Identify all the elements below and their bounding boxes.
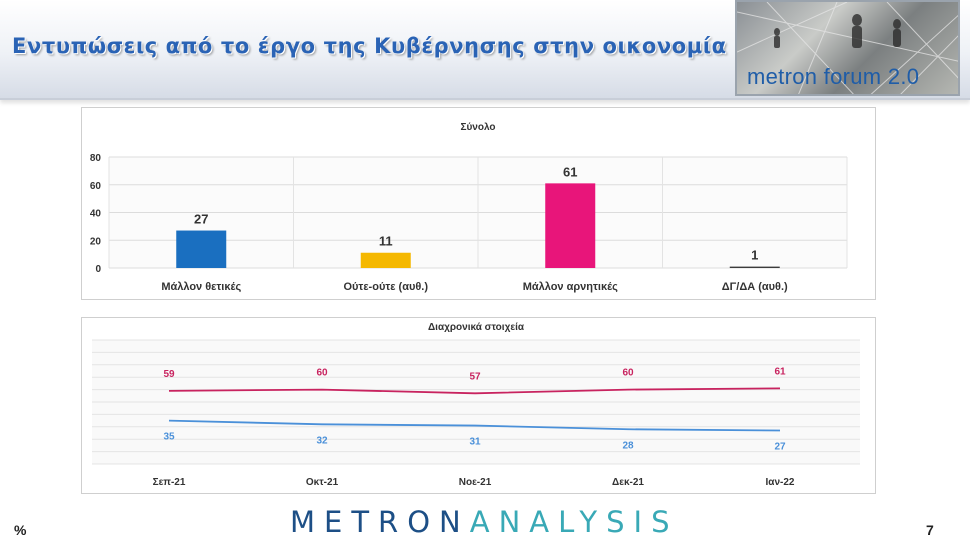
data-label: 35 bbox=[163, 432, 175, 443]
data-label: 28 bbox=[622, 440, 634, 451]
bar-4 bbox=[729, 266, 780, 268]
category-label: Δεκ-21 bbox=[612, 477, 644, 488]
bar-chart-panel: Σύνολο 0 20 40 60 80 27 Μάλλον θετικές 11 Ούτε-ού… bbox=[81, 107, 876, 300]
data-label: 27 bbox=[194, 212, 208, 227]
category-label: Νοε-21 bbox=[459, 477, 492, 488]
category-label: ΔΓ/ΔΑ (αυθ.) bbox=[722, 281, 788, 293]
chart-title: Σύνολο bbox=[460, 122, 495, 133]
line-chart: Διαχρονικά στοιχεία 59 60 57 60 61 35 32 31 28 27 Σ… bbox=[92, 322, 860, 488]
y-tick-label: 60 bbox=[90, 181, 102, 192]
category-label: Μάλλον αρνητικές bbox=[523, 281, 618, 293]
data-label: 31 bbox=[469, 437, 481, 448]
data-label: 59 bbox=[163, 369, 175, 380]
y-tick-label: 20 bbox=[90, 236, 102, 247]
data-label: 32 bbox=[316, 435, 328, 446]
bar-1 bbox=[176, 230, 227, 268]
bar-chart: Σύνολο 0 20 40 60 80 27 Μάλλον θετικές 11 Ούτε-ού… bbox=[90, 122, 848, 293]
metron-forum-logo: metron forum 2.0 bbox=[735, 0, 960, 96]
brand-left: METRON bbox=[290, 505, 470, 539]
header-banner: Εντυπώσεις από το έργο της Κυβέρνησης στ… bbox=[0, 0, 970, 100]
page-title: Εντυπώσεις από το έργο της Κυβέρνησης στ… bbox=[12, 34, 727, 58]
series-line-2 bbox=[168, 419, 781, 432]
data-label: 27 bbox=[774, 442, 786, 453]
data-label: 1 bbox=[751, 248, 758, 263]
data-label: 60 bbox=[316, 368, 328, 379]
category-label: Μάλλον θετικές bbox=[161, 281, 241, 293]
data-label: 11 bbox=[379, 234, 393, 249]
page-number: 7 bbox=[926, 522, 934, 538]
metron-analysis-logo: METRONANALYSIS bbox=[290, 505, 679, 539]
data-label: 61 bbox=[774, 366, 786, 377]
line-chart-panel: Διαχρονικά στοιχεία 59 60 57 60 61 35 32 31 28 27 Σ… bbox=[81, 317, 876, 494]
series-line-1 bbox=[168, 387, 781, 395]
data-label: 61 bbox=[563, 164, 577, 179]
brand-right: ANALYSIS bbox=[469, 505, 679, 539]
category-label: Σεπ-21 bbox=[153, 477, 186, 488]
chart-title: Διαχρονικά στοιχεία bbox=[428, 322, 525, 333]
category-label: Ιαν-22 bbox=[766, 477, 795, 488]
y-tick-label: 0 bbox=[95, 264, 101, 275]
y-tick-label: 40 bbox=[90, 209, 102, 220]
logo-text: metron forum 2.0 bbox=[747, 64, 920, 89]
y-tick-label: 80 bbox=[90, 153, 102, 164]
data-label: 57 bbox=[469, 371, 481, 382]
unit-label: % bbox=[14, 522, 27, 538]
bar-2 bbox=[360, 252, 411, 268]
category-label: Οκτ-21 bbox=[306, 477, 339, 488]
bar-3 bbox=[545, 183, 596, 268]
data-label: 60 bbox=[622, 368, 634, 379]
logo-photo-pattern bbox=[737, 2, 958, 94]
category-label: Ούτε-ούτε (αυθ.) bbox=[343, 281, 428, 293]
